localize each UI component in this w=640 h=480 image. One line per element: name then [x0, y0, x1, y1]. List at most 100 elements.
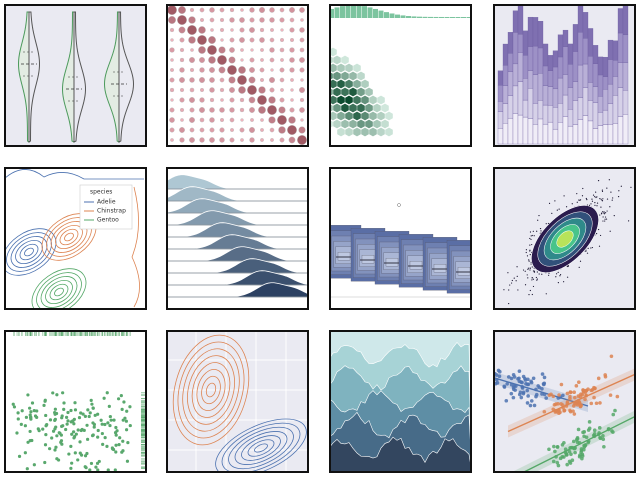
corr-dot [299, 87, 305, 93]
point [536, 384, 540, 388]
corr-dot [237, 75, 247, 85]
point [610, 191, 612, 193]
hist-bar [552, 128, 559, 145]
point [69, 444, 73, 449]
point [507, 272, 509, 274]
gallery-thumbnail[interactable] [4, 330, 147, 476]
gallery-thumbnail[interactable] [493, 4, 636, 147]
corr-dot [299, 47, 305, 53]
point [529, 289, 531, 292]
point [60, 416, 64, 420]
contour [49, 283, 69, 301]
corr-dot [279, 17, 285, 23]
gallery-thumbnail[interactable] [329, 330, 472, 473]
corr-dot [300, 78, 304, 82]
gallery-thumbnail[interactable] [4, 4, 147, 147]
thumbnail-frame [166, 330, 309, 473]
point [604, 216, 607, 218]
corr-dot [229, 107, 235, 113]
point [589, 401, 594, 406]
hexbin [341, 87, 349, 97]
corr-dot [187, 25, 197, 35]
point [533, 271, 536, 273]
hist-bar [602, 76, 609, 90]
point [545, 293, 547, 295]
point [576, 394, 581, 398]
hist-bar [572, 51, 579, 82]
gallery-thumbnail[interactable] [162, 327, 315, 476]
corr-dot [299, 67, 305, 73]
point [548, 272, 550, 274]
point [55, 457, 59, 461]
hexbin [353, 95, 361, 105]
boxen-box [457, 267, 471, 276]
point [600, 198, 602, 200]
corr-dot [289, 57, 295, 63]
point [524, 284, 527, 286]
point [11, 402, 15, 406]
point [615, 394, 620, 399]
thumbnail-frame [493, 4, 636, 147]
gallery-thumbnail[interactable] [325, 4, 472, 147]
hist-bar [502, 103, 509, 124]
corr-dot [189, 7, 195, 13]
point [528, 403, 533, 408]
point [66, 419, 70, 423]
hist-bar [557, 34, 564, 58]
point [529, 254, 531, 256]
gallery-thumbnail[interactable] [327, 167, 481, 310]
hexbin [341, 55, 349, 65]
point [581, 390, 586, 394]
point [72, 436, 76, 440]
point [594, 204, 596, 206]
hist-bar [587, 120, 594, 145]
point [53, 427, 57, 431]
point [28, 413, 32, 417]
hist-bar [562, 116, 569, 145]
point [109, 418, 113, 422]
point [103, 422, 107, 427]
gallery-thumbnail[interactable] [166, 167, 309, 310]
corr-dot [169, 77, 175, 83]
corr-dot [239, 17, 245, 23]
point [605, 218, 608, 220]
contour [10, 236, 48, 268]
point [120, 407, 124, 412]
marginal-bar [406, 16, 411, 18]
marginal-bar [439, 16, 444, 18]
point [516, 266, 518, 268]
hexbin [385, 127, 393, 137]
corr-dot [260, 128, 264, 132]
point [556, 463, 561, 468]
point [37, 429, 41, 433]
hist-bar [567, 43, 574, 65]
point [533, 270, 536, 272]
contour [6, 232, 52, 272]
corr-dot [259, 27, 265, 33]
gallery-thumbnail[interactable] [493, 167, 637, 310]
outlier [397, 203, 401, 207]
hist-bar [617, 116, 624, 145]
corr-dot [189, 67, 195, 73]
point [586, 252, 589, 254]
gallery-thumbnail[interactable] [448, 330, 640, 476]
point [105, 391, 109, 395]
gallery-thumbnail[interactable] [166, 4, 309, 147]
hexbin [365, 119, 373, 129]
gallery-thumbnail[interactable]: species Adelie Chinstrap Gentoo [0, 167, 147, 325]
hexbin [365, 103, 373, 113]
point [595, 191, 597, 193]
hexbin [369, 111, 377, 121]
hexbin [349, 103, 357, 113]
point [523, 376, 527, 381]
contour [191, 362, 231, 418]
point [567, 265, 569, 267]
point [583, 397, 587, 402]
point [606, 187, 608, 189]
point [508, 302, 510, 305]
point [474, 366, 478, 370]
hexbin [337, 79, 345, 89]
corr-dot [199, 67, 205, 73]
point [547, 222, 550, 225]
hist-bar [587, 28, 594, 57]
